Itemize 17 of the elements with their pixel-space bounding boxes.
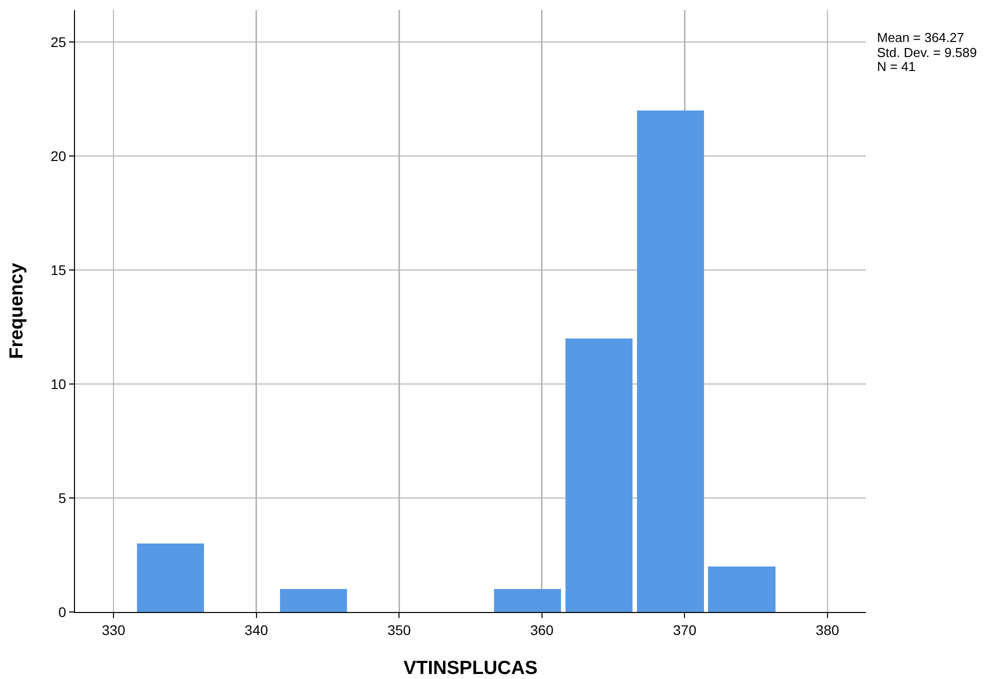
x-tick-label: 340 xyxy=(244,622,268,638)
text: N = 41 xyxy=(877,59,916,74)
x-tick-label: 370 xyxy=(672,622,697,638)
x-tick-label: 350 xyxy=(387,622,412,638)
y-tick-label: 10 xyxy=(50,376,66,392)
text: Mean = 364.27 xyxy=(877,30,964,45)
y-tick-label: 25 xyxy=(50,34,66,50)
x-tick-label: 330 xyxy=(102,622,126,638)
x-tick-label: 360 xyxy=(530,622,554,638)
y-axis-title: Frequency xyxy=(6,262,28,360)
y-tick-label: 20 xyxy=(50,148,66,164)
y-tick-label: 5 xyxy=(58,490,66,506)
x-axis-title: VTINSPLUCAS xyxy=(403,658,538,679)
y-tick-label: 0 xyxy=(58,604,66,620)
y-tick-label: 15 xyxy=(50,262,66,278)
x-tick-label: 380 xyxy=(816,622,840,638)
text: Std. Dev. = 9.589 xyxy=(877,45,977,60)
